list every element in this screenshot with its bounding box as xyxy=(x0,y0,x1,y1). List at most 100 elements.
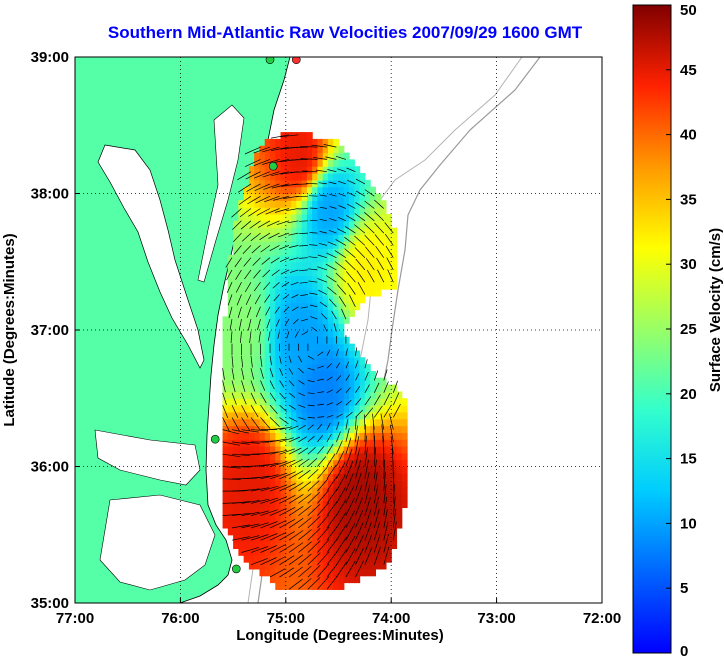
heatmap-cell xyxy=(233,268,239,276)
heatmap-cell xyxy=(243,350,250,358)
heatmap-cell xyxy=(248,432,255,440)
heatmap-cell xyxy=(275,282,282,290)
heatmap-cell xyxy=(354,405,361,413)
x-tick-label: 73:00 xyxy=(477,610,515,627)
heatmap-cell xyxy=(275,289,282,297)
heatmap-cell xyxy=(301,452,308,461)
heatmap-cell xyxy=(238,521,245,529)
heatmap-cell xyxy=(275,534,282,543)
heatmap-cell xyxy=(243,193,250,201)
heatmap-cell xyxy=(243,439,250,447)
heatmap-cell xyxy=(306,220,313,229)
heatmap-cell xyxy=(333,480,340,488)
heatmap-cell xyxy=(396,466,403,474)
heatmap-cell xyxy=(317,391,324,399)
velocity-vector xyxy=(268,232,280,239)
velocity-vector xyxy=(298,367,304,374)
heatmap-cell xyxy=(227,507,234,515)
velocity-vector xyxy=(317,576,330,590)
heatmap-cell xyxy=(354,398,361,406)
velocity-vector xyxy=(260,557,277,566)
heatmap-cell xyxy=(354,480,361,488)
heatmap-cell xyxy=(280,227,287,236)
heatmap-cell xyxy=(380,398,387,406)
heatmap-cell xyxy=(233,364,239,372)
heatmap-cell xyxy=(327,370,334,379)
heatmap-cell xyxy=(259,568,266,577)
heatmap-cell xyxy=(306,186,313,195)
velocity-vector xyxy=(254,183,271,192)
heatmap-cell xyxy=(259,439,266,447)
heatmap-cell xyxy=(248,227,255,236)
x-tick-label: 76:00 xyxy=(161,610,199,627)
heatmap-cell xyxy=(285,254,292,263)
heatmap-cell xyxy=(391,254,398,263)
heatmap-cell xyxy=(327,418,334,427)
heatmap-cell xyxy=(364,241,371,249)
heatmap-cell xyxy=(359,466,366,474)
velocity-vector xyxy=(326,376,333,381)
heatmap-cell xyxy=(354,548,361,556)
heatmap-cell xyxy=(291,493,297,502)
heatmap-cell xyxy=(375,282,382,290)
velocity-vector xyxy=(334,250,347,258)
heatmap-cell xyxy=(306,446,313,454)
heatmap-cell xyxy=(238,425,245,433)
heatmap-cell xyxy=(280,336,287,345)
heatmap-cell xyxy=(338,200,345,208)
heatmap-cell xyxy=(317,555,324,563)
heatmap-cell xyxy=(317,316,324,324)
heatmap-cell xyxy=(327,275,334,283)
velocity-vector xyxy=(377,269,385,283)
velocity-vector xyxy=(260,509,278,516)
heatmap-cell xyxy=(322,295,329,304)
heatmap-cell xyxy=(338,418,345,427)
heatmap-cell xyxy=(259,480,266,488)
heatmap-cell xyxy=(301,234,308,242)
heatmap-cell xyxy=(275,425,282,433)
heatmap-cell xyxy=(354,261,361,270)
heatmap-cell xyxy=(275,173,282,181)
heatmap-cell xyxy=(380,500,387,509)
heatmap-cell xyxy=(264,548,271,556)
heatmap-cell xyxy=(354,220,361,229)
heatmap-cell xyxy=(349,302,355,311)
heatmap-cell xyxy=(301,568,308,577)
heatmap-cell xyxy=(343,370,350,379)
heatmap-cell xyxy=(306,173,313,181)
heatmap-cell xyxy=(269,145,276,154)
heatmap-cell xyxy=(354,350,361,358)
heatmap-cell xyxy=(312,425,319,433)
heatmap-cell xyxy=(254,377,261,386)
velocity-vector xyxy=(307,447,316,455)
heatmap-cell xyxy=(306,302,313,311)
heatmap-cell xyxy=(291,330,297,338)
heatmap-cell xyxy=(238,527,245,536)
heatmap-cell xyxy=(354,241,361,249)
heatmap-cell xyxy=(322,541,329,549)
heatmap-cell xyxy=(333,548,340,556)
velocity-vector xyxy=(364,212,375,222)
velocity-vector xyxy=(298,355,303,363)
heatmap-cell xyxy=(364,418,371,427)
heatmap-cell xyxy=(312,432,319,440)
heatmap-cell xyxy=(333,411,340,420)
heatmap-cell xyxy=(354,541,361,549)
heatmap-cell xyxy=(401,418,408,427)
heatmap-cell xyxy=(364,220,371,229)
heatmap-cell xyxy=(306,486,313,495)
velocity-vector xyxy=(277,331,280,339)
heatmap-cell xyxy=(349,248,355,256)
heatmap-cell xyxy=(269,480,276,488)
heatmap-cell xyxy=(364,261,371,270)
heatmap-cell xyxy=(359,541,366,549)
heatmap-cell xyxy=(312,138,319,147)
heatmap-cell xyxy=(269,418,276,427)
heatmap-cell xyxy=(317,466,324,474)
heatmap-cell xyxy=(233,446,239,454)
heatmap-cell xyxy=(264,466,271,474)
heatmap-cell xyxy=(333,275,340,283)
x-tick-label: 77:00 xyxy=(56,610,94,627)
heatmap-cell xyxy=(385,411,392,420)
velocity-vector xyxy=(364,496,371,516)
